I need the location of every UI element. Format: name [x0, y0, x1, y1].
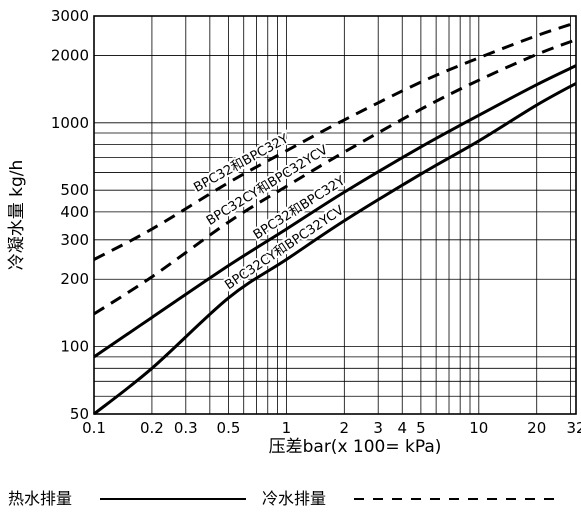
y-tick-label: 200: [60, 270, 89, 288]
x-tick-label: 4: [397, 419, 407, 437]
y-axis-title: 冷凝水量 kg/h: [7, 160, 27, 271]
legend: 热水排量 冷水排量: [8, 489, 554, 508]
y-tick-label: 400: [60, 203, 89, 221]
x-tick-label: 10: [469, 419, 488, 437]
y-tick-label: 500: [60, 181, 89, 199]
x-tick-label: 0.1: [82, 419, 106, 437]
y-tick-label: 1000: [51, 114, 89, 132]
x-tick-label: 20: [527, 419, 546, 437]
y-tick-label: 2000: [51, 46, 89, 64]
legend-label-1: 热水排量: [8, 489, 72, 508]
legend-label-2: 冷水排量: [262, 489, 326, 508]
x-tick-label: 5: [416, 419, 426, 437]
x-tick-label: 32: [566, 419, 581, 437]
y-tick-label: 50: [70, 405, 89, 423]
x-tick-label: 1: [282, 419, 292, 437]
x-tick-label: 2: [340, 419, 350, 437]
series-line-1: [93, 21, 577, 261]
x-tick-label: 0.3: [174, 419, 198, 437]
series-line-2: [93, 38, 577, 316]
x-tick-label: 0.2: [140, 419, 164, 437]
x-tick-label: 0.5: [217, 419, 241, 437]
series-line-3: [93, 64, 577, 359]
plot-frame: [93, 15, 577, 415]
y-tick-label: 3000: [51, 7, 89, 25]
x-tick-label: 3: [373, 419, 383, 437]
y-tick-label: 300: [60, 231, 89, 249]
curves: BPC32和BPC32YBPC32CY和BPC32YCVBPC32和BPC32Y…: [93, 21, 577, 416]
y-tick-label: 100: [60, 338, 89, 356]
y-tick-labels: 50 100 200 300 400 500 1000 2000 3000: [51, 7, 89, 423]
x-axis-title: 压差bar(x 100= kPa): [269, 437, 442, 457]
series-line-4: [93, 82, 577, 416]
x-tick-labels: 0.1 0.2 0.3 0.5 1 2 3 4 5 10 20 32: [82, 419, 581, 437]
